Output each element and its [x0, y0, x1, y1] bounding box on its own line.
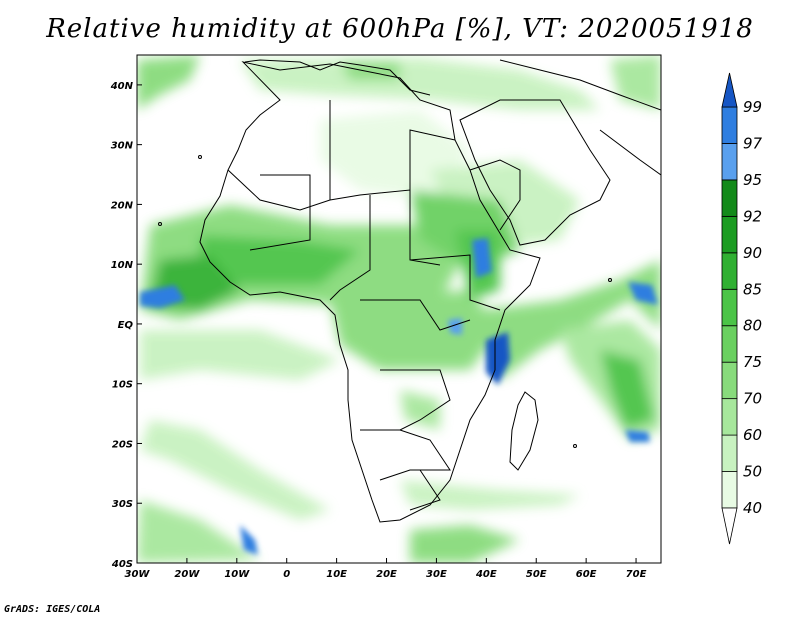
colorbar-segment — [721, 106, 738, 144]
humidity-field — [137, 55, 661, 563]
x-tick-label: 10E — [326, 569, 347, 580]
y-tick-label: 10N — [111, 260, 134, 271]
colorbar-segment — [721, 361, 738, 400]
y-tick-label: 30N — [111, 141, 134, 152]
colorbar-label: 80 — [743, 317, 762, 335]
colorbar-label: 70 — [743, 390, 762, 408]
colorbar-segment — [721, 143, 738, 181]
y-tick-label: 20S — [112, 439, 133, 450]
colorbar-min-arrow — [721, 507, 738, 545]
x-tick-label: 70E — [626, 569, 647, 580]
x-tick-label: 60E — [576, 569, 597, 580]
y-tick-label: 40N — [110, 81, 134, 92]
colorbar-label: 40 — [743, 499, 762, 517]
colorbar: 40 50 60 70 75 80 85 90 92 95 97 99 — [721, 72, 763, 545]
y-tick-label: 20N — [111, 200, 134, 211]
colorbar-segment — [721, 398, 738, 436]
colorbar-label: 92 — [743, 207, 762, 225]
y-tick-label: EQ — [118, 320, 134, 331]
coastlines — [158, 59, 661, 523]
x-tick-label: 10W — [224, 569, 250, 580]
chart-title: Relative humidity at 600hPa [%], VT: 202… — [46, 14, 754, 44]
y-tick-label: 10S — [112, 380, 133, 391]
colorbar-label: 95 — [743, 171, 762, 189]
colorbar-segment — [721, 252, 738, 290]
y-axis-labels: 40N 30N 20N 10N EQ 10S 20S 30S 40S — [110, 81, 134, 570]
colorbar-segment — [721, 471, 738, 509]
colorbar-label: 99 — [743, 98, 762, 116]
x-tick-label: 30E — [426, 569, 447, 580]
axis-ticks — [136, 84, 637, 564]
colorbar-label: 85 — [743, 280, 762, 298]
colorbar-label: 75 — [743, 353, 762, 371]
x-tick-label: 0 — [283, 569, 290, 580]
y-tick-label: 40S — [111, 559, 133, 570]
colorbar-segment — [721, 434, 738, 472]
colorbar-label: 90 — [743, 244, 762, 262]
colorbar-segment — [721, 215, 738, 254]
x-tick-label: 20E — [376, 569, 397, 580]
colorbar-label: 97 — [743, 134, 763, 152]
colorbar-segment — [721, 179, 738, 217]
colorbar-segment — [721, 288, 738, 327]
colorbar-label: 50 — [743, 463, 762, 481]
y-tick-label: 30S — [112, 499, 133, 510]
colorbar-max-arrow — [721, 72, 738, 108]
colorbar-segment — [721, 325, 738, 363]
x-axis-labels: 30W 20W 10W 0 10E 20E 30E 40E 50E 60E 70E — [125, 569, 647, 580]
x-tick-label: 50E — [526, 569, 547, 580]
x-tick-label: 30W — [125, 569, 151, 580]
x-tick-label: 20W — [174, 569, 200, 580]
plot-frame — [136, 54, 662, 564]
x-tick-label: 40E — [475, 569, 497, 580]
colorbar-label: 60 — [743, 426, 762, 444]
grads-credit: GrADS: IGES/COLA — [4, 604, 101, 615]
